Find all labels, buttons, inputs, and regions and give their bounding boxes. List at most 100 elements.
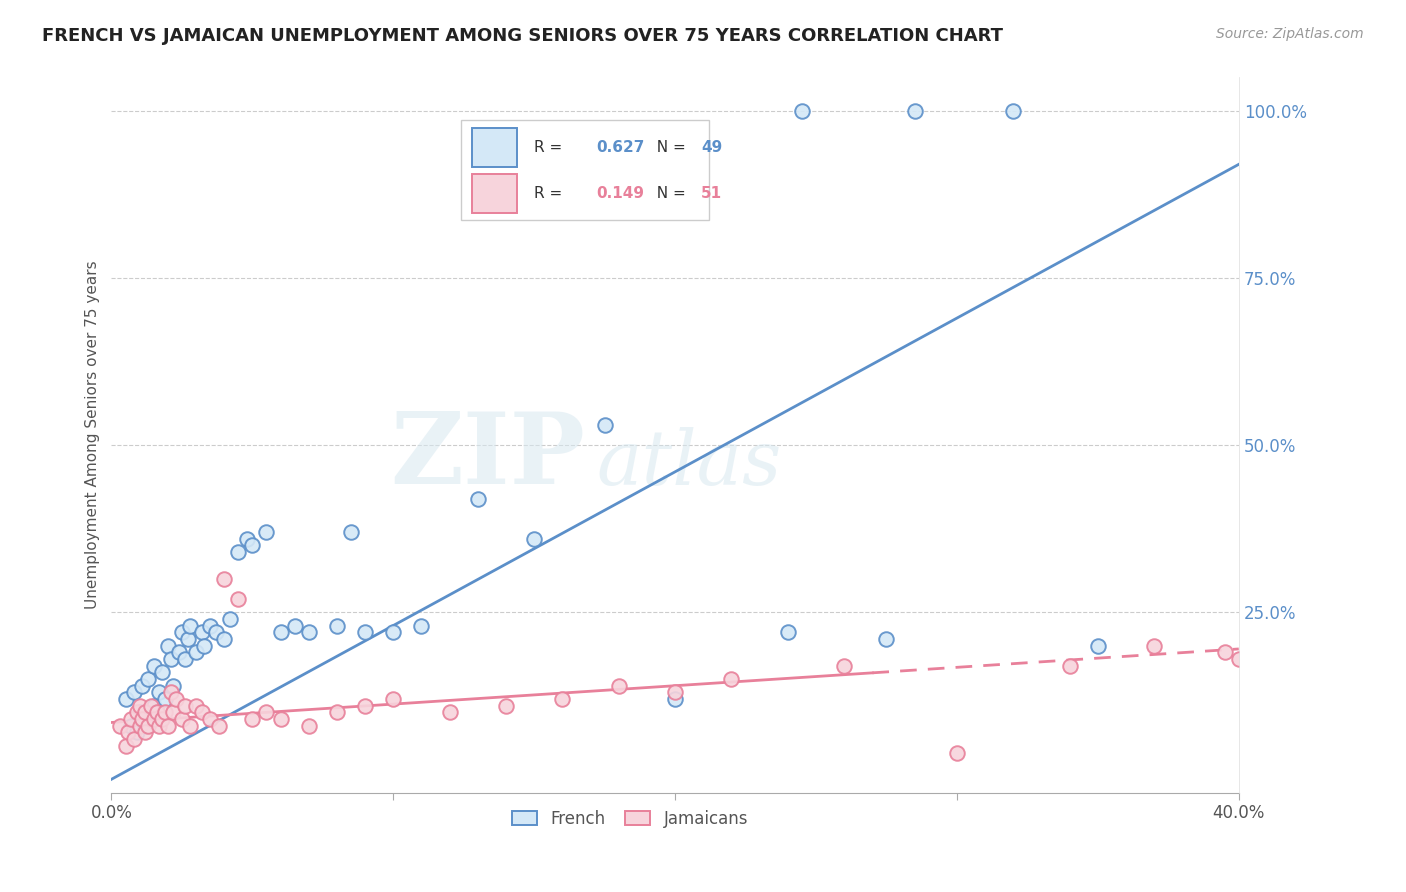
Point <box>120 712 142 726</box>
Text: atlas: atlas <box>596 426 782 500</box>
Point <box>593 417 616 432</box>
Point <box>153 706 176 720</box>
Point <box>190 706 212 720</box>
Point <box>1143 639 1166 653</box>
Point <box>167 645 190 659</box>
Point <box>720 672 742 686</box>
Point <box>467 491 489 506</box>
Point <box>131 679 153 693</box>
Point <box>162 706 184 720</box>
Point <box>136 719 159 733</box>
Point <box>145 706 167 720</box>
Point <box>117 725 139 739</box>
Point <box>551 692 574 706</box>
Point <box>139 712 162 726</box>
Point <box>354 625 377 640</box>
Point <box>128 698 150 713</box>
Point <box>131 712 153 726</box>
Point <box>165 692 187 706</box>
Text: 0.149: 0.149 <box>596 186 644 202</box>
Point <box>776 625 799 640</box>
Point <box>134 706 156 720</box>
Text: 49: 49 <box>702 140 723 154</box>
Point <box>198 712 221 726</box>
Bar <box>472 174 517 213</box>
Point <box>170 625 193 640</box>
Point <box>226 591 249 606</box>
FancyBboxPatch shape <box>461 120 709 220</box>
Point <box>875 632 897 646</box>
Point <box>212 632 235 646</box>
Point <box>125 706 148 720</box>
Point <box>1241 639 1264 653</box>
Point <box>170 712 193 726</box>
Point <box>142 658 165 673</box>
Point <box>298 719 321 733</box>
Point <box>173 652 195 666</box>
Point <box>284 618 307 632</box>
Point <box>411 618 433 632</box>
Point <box>139 698 162 713</box>
Point <box>108 719 131 733</box>
Point <box>134 719 156 733</box>
Point <box>832 658 855 673</box>
Point <box>162 679 184 693</box>
Point <box>122 732 145 747</box>
Point <box>159 652 181 666</box>
Point <box>114 739 136 753</box>
Point <box>354 698 377 713</box>
Point <box>150 712 173 726</box>
Point <box>1059 658 1081 673</box>
Point <box>240 538 263 552</box>
Point <box>184 645 207 659</box>
Point <box>179 719 201 733</box>
Point <box>145 706 167 720</box>
Point <box>1213 645 1236 659</box>
Point <box>156 719 179 733</box>
Point <box>240 712 263 726</box>
Text: 51: 51 <box>702 186 723 202</box>
Point <box>128 706 150 720</box>
Point <box>176 632 198 646</box>
Point <box>148 719 170 733</box>
Text: N =: N = <box>647 186 690 202</box>
Legend: French, Jamaicans: French, Jamaicans <box>505 803 755 834</box>
Point <box>382 692 405 706</box>
Point <box>270 712 292 726</box>
Point <box>1227 652 1250 666</box>
Point <box>150 665 173 680</box>
Point <box>270 625 292 640</box>
Point <box>254 524 277 539</box>
Point <box>904 103 927 118</box>
Point <box>136 672 159 686</box>
Point <box>156 639 179 653</box>
Point <box>204 625 226 640</box>
Bar <box>472 128 517 167</box>
Point <box>114 692 136 706</box>
Point <box>664 692 686 706</box>
Point <box>142 698 165 713</box>
Text: ZIP: ZIP <box>389 408 585 505</box>
Point <box>340 524 363 539</box>
Text: FRENCH VS JAMAICAN UNEMPLOYMENT AMONG SENIORS OVER 75 YEARS CORRELATION CHART: FRENCH VS JAMAICAN UNEMPLOYMENT AMONG SE… <box>42 27 1002 45</box>
Point <box>298 625 321 640</box>
Text: 0.627: 0.627 <box>596 140 644 154</box>
Point <box>193 639 215 653</box>
Point <box>159 685 181 699</box>
Point <box>254 706 277 720</box>
Point <box>148 685 170 699</box>
Point <box>184 698 207 713</box>
Point <box>120 719 142 733</box>
Point <box>607 679 630 693</box>
Point <box>122 685 145 699</box>
Point <box>439 706 461 720</box>
Point <box>495 698 517 713</box>
Point <box>664 685 686 699</box>
Point <box>326 618 349 632</box>
Point <box>128 719 150 733</box>
Point <box>790 103 813 118</box>
Point <box>212 572 235 586</box>
Text: R =: R = <box>534 186 567 202</box>
Point <box>125 725 148 739</box>
Point <box>153 692 176 706</box>
